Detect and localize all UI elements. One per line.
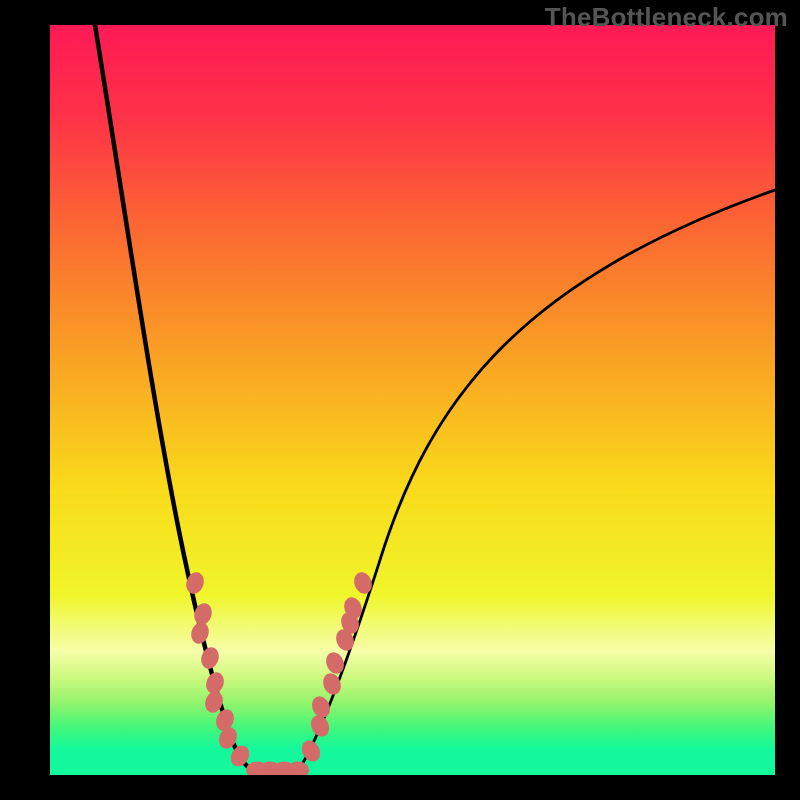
chart-container: TheBottleneck.com (0, 0, 800, 800)
bottleneck-curve-chart (0, 0, 800, 800)
chart-border-left (0, 0, 50, 800)
chart-border-bottom (0, 775, 800, 800)
chart-background (50, 25, 775, 775)
watermark-text: TheBottleneck.com (545, 2, 788, 33)
chart-border-right (775, 0, 800, 800)
